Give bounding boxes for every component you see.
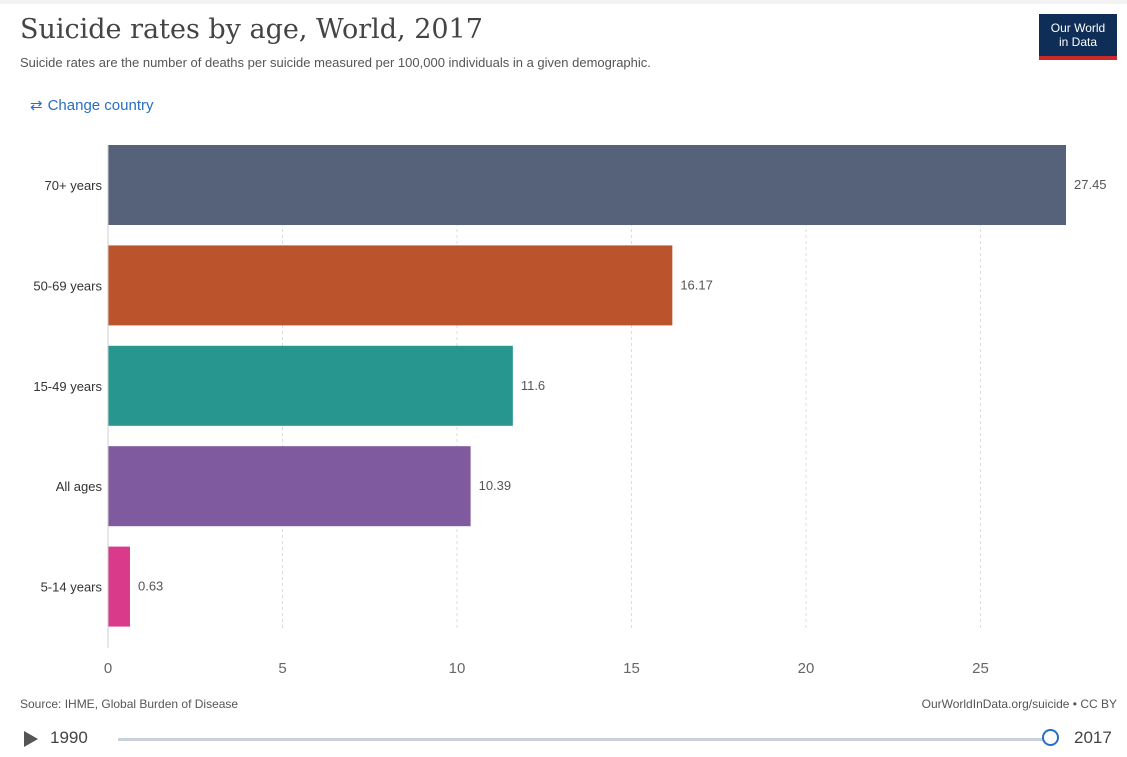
timeline-track[interactable] xyxy=(118,738,1052,741)
logo-line-1: Our World xyxy=(1050,21,1106,35)
chart-title: Suicide rates by age, World, 2017 xyxy=(20,14,483,45)
change-country-button[interactable]: ⇄ Change country xyxy=(30,97,153,114)
value-label: 27.45 xyxy=(1074,177,1107,192)
timeline-end-year: 2017 xyxy=(1074,728,1112,747)
source-note[interactable]: Source: IHME, Global Burden of Disease xyxy=(20,697,239,711)
category-label: 15-49 years xyxy=(33,379,102,394)
play-icon[interactable] xyxy=(24,731,38,747)
logo-line-2: in Data xyxy=(1058,35,1098,49)
timeline-start-year: 1990 xyxy=(50,728,88,747)
x-tick-label: 5 xyxy=(278,660,286,677)
bar xyxy=(108,446,471,527)
x-tick-label: 25 xyxy=(972,660,989,677)
swap-arrows-icon: ⇄ xyxy=(30,97,43,114)
x-tick-label: 15 xyxy=(623,660,640,677)
x-tick-label: 0 xyxy=(104,660,112,677)
category-label: All ages xyxy=(56,479,103,494)
chart-subtitle: Suicide rates are the number of deaths p… xyxy=(20,55,651,70)
timeline-handle[interactable] xyxy=(1042,729,1059,746)
bar xyxy=(108,245,673,326)
change-country-label: Change country xyxy=(47,97,154,114)
owid-logo[interactable]: Our World in Data xyxy=(1039,14,1117,60)
value-label: 11.6 xyxy=(521,378,545,393)
x-tick-label: 20 xyxy=(798,660,815,677)
category-label: 5-14 years xyxy=(41,580,103,595)
bar xyxy=(108,546,130,627)
category-label: 70+ years xyxy=(45,178,103,193)
category-label: 50-69 years xyxy=(33,278,102,293)
value-label: 16.17 xyxy=(680,277,713,292)
x-tick-label: 10 xyxy=(449,660,466,677)
value-label: 10.39 xyxy=(479,478,512,493)
timeline: 1990 2017 xyxy=(0,722,1127,756)
bar xyxy=(108,345,513,426)
bar xyxy=(108,145,1066,225)
license-note[interactable]: OurWorldInData.org/suicide • CC BY xyxy=(921,697,1117,711)
value-label: 0.63 xyxy=(138,579,163,594)
